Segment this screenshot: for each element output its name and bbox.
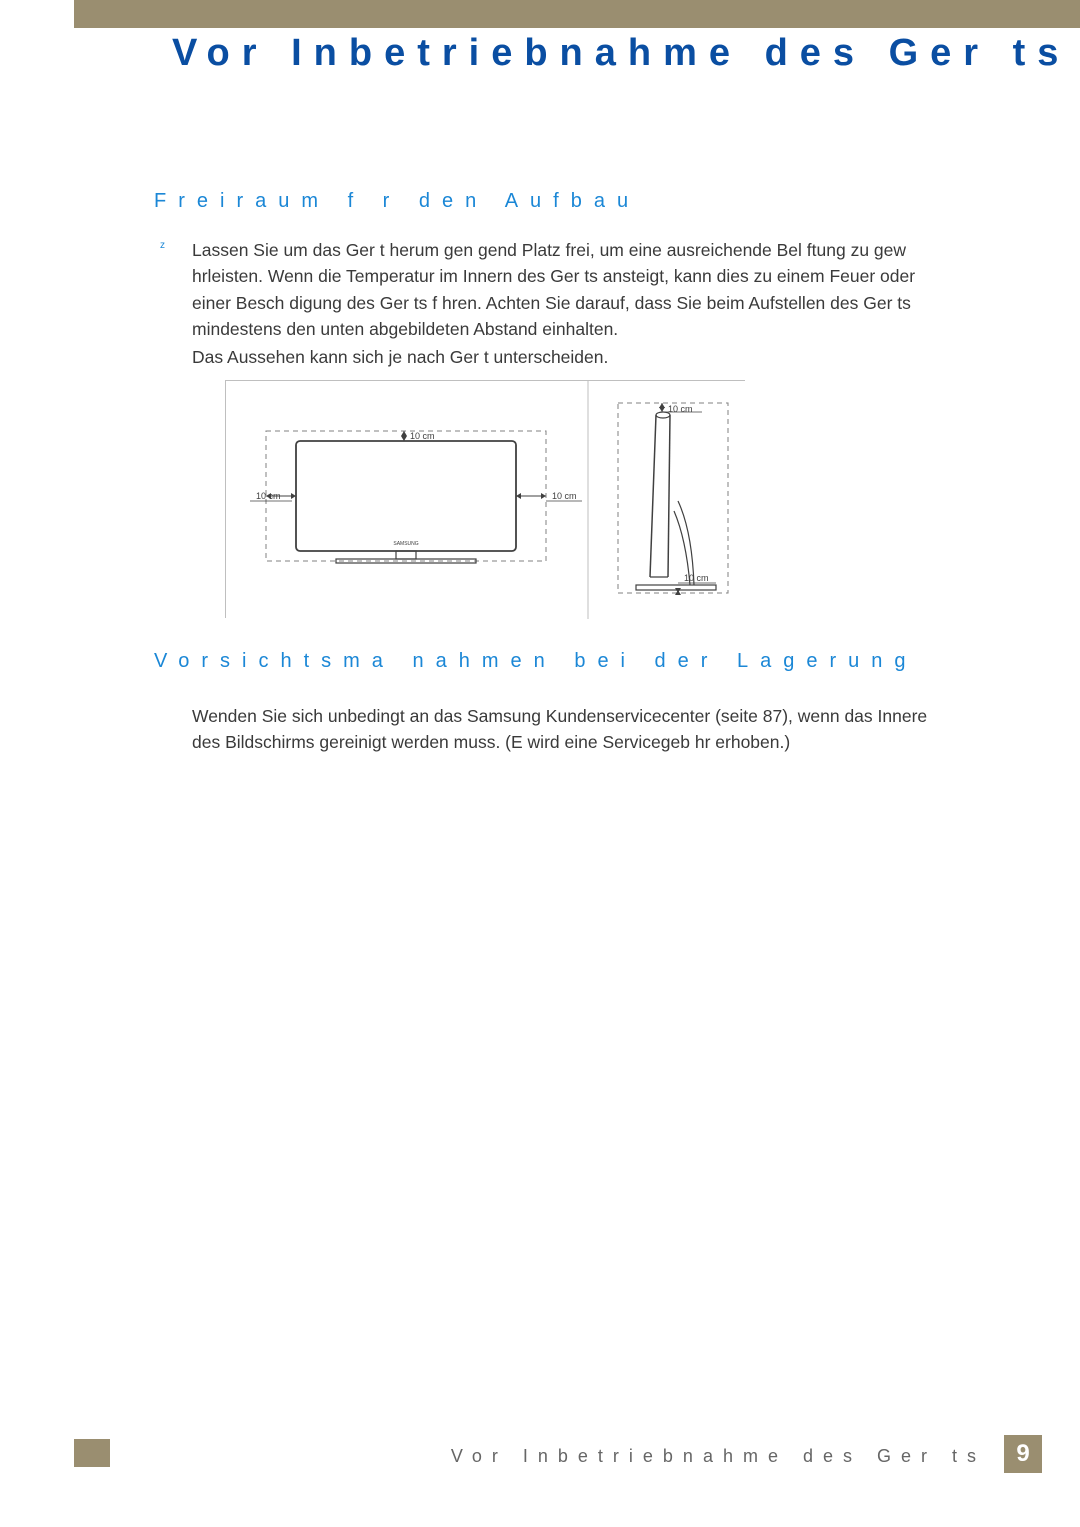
- footer-label: Vor Inbetriebnahme des Ger ts: [451, 1446, 986, 1467]
- page-number-box: 9: [1004, 1435, 1042, 1473]
- body-paragraph-1: Lassen Sie um das Ger t herum gen gend P…: [192, 237, 952, 342]
- installation-clearance-diagram: SAMSUNG 10 cm 10 cm 10 cm 10 cm 10 cm: [225, 380, 745, 618]
- svg-text:10 cm: 10 cm: [410, 431, 435, 441]
- svg-text:SAMSUNG: SAMSUNG: [393, 541, 418, 547]
- page: Vor Inbetriebnahme des Ger ts Freiraum f…: [0, 0, 1080, 1527]
- section-title-1: Freiraum f r den Aufbau: [154, 190, 640, 213]
- body-paragraph-3: Wenden Sie sich unbedingt an das Samsung…: [192, 703, 952, 756]
- svg-text:10 cm: 10 cm: [256, 491, 281, 501]
- section-title-2: Vorsichtsma nahmen bei der Lagerung: [154, 650, 918, 673]
- body-paragraph-2: Das Aussehen kann sich je nach Ger t unt…: [192, 344, 952, 370]
- header-tab: [74, 0, 110, 28]
- chapter-title: Vor Inbetriebnahme des Ger ts: [172, 32, 1070, 75]
- svg-text:10 cm: 10 cm: [552, 491, 577, 501]
- svg-text:10 cm: 10 cm: [684, 573, 709, 583]
- footer-tab: [74, 1439, 110, 1467]
- bullet-marker-1: z: [160, 240, 165, 251]
- header-band: [110, 0, 1080, 28]
- page-number: 9: [1016, 1440, 1029, 1468]
- svg-text:10 cm: 10 cm: [668, 404, 693, 414]
